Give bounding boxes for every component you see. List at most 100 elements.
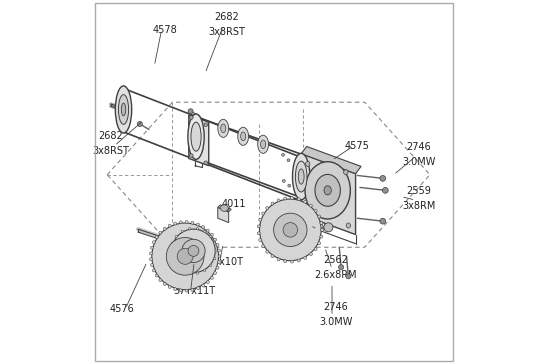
Ellipse shape bbox=[314, 248, 317, 250]
Ellipse shape bbox=[290, 260, 294, 263]
Ellipse shape bbox=[121, 103, 125, 116]
Ellipse shape bbox=[273, 213, 307, 246]
Ellipse shape bbox=[152, 269, 155, 272]
Ellipse shape bbox=[380, 218, 386, 224]
Ellipse shape bbox=[155, 236, 158, 238]
Ellipse shape bbox=[318, 215, 321, 218]
Ellipse shape bbox=[151, 264, 153, 266]
Ellipse shape bbox=[324, 223, 333, 232]
Ellipse shape bbox=[197, 223, 199, 226]
Ellipse shape bbox=[314, 209, 317, 212]
Ellipse shape bbox=[171, 242, 174, 244]
Text: 2559: 2559 bbox=[407, 186, 431, 196]
Ellipse shape bbox=[320, 235, 323, 238]
Ellipse shape bbox=[271, 255, 274, 258]
Ellipse shape bbox=[172, 229, 215, 273]
Ellipse shape bbox=[298, 169, 304, 184]
Ellipse shape bbox=[163, 227, 166, 230]
Ellipse shape bbox=[170, 250, 172, 252]
Text: 4575: 4575 bbox=[345, 141, 370, 151]
Ellipse shape bbox=[282, 153, 284, 156]
Text: 3.0MW: 3.0MW bbox=[319, 317, 352, 327]
Ellipse shape bbox=[204, 269, 206, 272]
Ellipse shape bbox=[259, 238, 261, 241]
Ellipse shape bbox=[277, 199, 280, 202]
Ellipse shape bbox=[197, 287, 199, 290]
Ellipse shape bbox=[155, 274, 158, 277]
Ellipse shape bbox=[189, 228, 191, 230]
Ellipse shape bbox=[159, 278, 162, 282]
Ellipse shape bbox=[221, 124, 226, 133]
Ellipse shape bbox=[166, 237, 204, 275]
Ellipse shape bbox=[188, 245, 199, 256]
Ellipse shape bbox=[298, 259, 300, 262]
Ellipse shape bbox=[383, 187, 388, 193]
Ellipse shape bbox=[207, 229, 209, 232]
Ellipse shape bbox=[214, 272, 216, 274]
Text: 2746: 2746 bbox=[407, 142, 431, 152]
Ellipse shape bbox=[310, 253, 312, 256]
Ellipse shape bbox=[284, 260, 287, 263]
Ellipse shape bbox=[182, 239, 205, 262]
Ellipse shape bbox=[339, 265, 344, 270]
Ellipse shape bbox=[188, 114, 204, 159]
Ellipse shape bbox=[298, 198, 300, 201]
Ellipse shape bbox=[202, 284, 204, 287]
Ellipse shape bbox=[258, 135, 269, 153]
Ellipse shape bbox=[318, 242, 321, 245]
Ellipse shape bbox=[209, 264, 212, 266]
Polygon shape bbox=[301, 146, 361, 174]
Text: 3x8RST: 3x8RST bbox=[208, 27, 246, 37]
Ellipse shape bbox=[266, 206, 269, 209]
Ellipse shape bbox=[168, 285, 171, 288]
Ellipse shape bbox=[261, 140, 266, 149]
Ellipse shape bbox=[304, 200, 307, 203]
Ellipse shape bbox=[215, 250, 217, 252]
Ellipse shape bbox=[305, 162, 350, 219]
Ellipse shape bbox=[210, 276, 213, 280]
Ellipse shape bbox=[260, 199, 321, 261]
Ellipse shape bbox=[306, 161, 310, 166]
Ellipse shape bbox=[288, 184, 290, 187]
Ellipse shape bbox=[346, 223, 351, 228]
Ellipse shape bbox=[204, 230, 206, 233]
Ellipse shape bbox=[191, 221, 194, 224]
Ellipse shape bbox=[188, 109, 193, 114]
Ellipse shape bbox=[310, 204, 312, 207]
Ellipse shape bbox=[152, 241, 155, 244]
Ellipse shape bbox=[214, 257, 216, 260]
Text: 3.0MW: 3.0MW bbox=[402, 157, 436, 167]
Ellipse shape bbox=[181, 230, 184, 233]
Ellipse shape bbox=[190, 116, 193, 119]
Ellipse shape bbox=[324, 186, 332, 195]
Ellipse shape bbox=[116, 86, 132, 133]
Text: 2746: 2746 bbox=[323, 302, 348, 312]
Ellipse shape bbox=[261, 245, 265, 248]
Polygon shape bbox=[218, 205, 231, 212]
Ellipse shape bbox=[189, 272, 191, 274]
Ellipse shape bbox=[218, 119, 229, 137]
Ellipse shape bbox=[271, 202, 274, 205]
Ellipse shape bbox=[168, 224, 171, 227]
Ellipse shape bbox=[210, 233, 213, 236]
Ellipse shape bbox=[202, 226, 204, 229]
Ellipse shape bbox=[150, 252, 152, 255]
Ellipse shape bbox=[283, 223, 298, 237]
Ellipse shape bbox=[214, 238, 216, 241]
Ellipse shape bbox=[209, 235, 212, 238]
Ellipse shape bbox=[152, 223, 219, 290]
Ellipse shape bbox=[179, 221, 182, 224]
Ellipse shape bbox=[179, 289, 182, 292]
Ellipse shape bbox=[241, 132, 246, 141]
Ellipse shape bbox=[315, 174, 340, 206]
Ellipse shape bbox=[321, 228, 323, 232]
Text: 2562: 2562 bbox=[323, 255, 348, 265]
Ellipse shape bbox=[218, 261, 220, 264]
Ellipse shape bbox=[218, 249, 220, 252]
Polygon shape bbox=[301, 154, 356, 234]
Ellipse shape bbox=[305, 217, 316, 228]
Ellipse shape bbox=[257, 232, 260, 235]
Ellipse shape bbox=[295, 161, 307, 192]
Ellipse shape bbox=[261, 212, 265, 215]
Ellipse shape bbox=[287, 159, 290, 162]
